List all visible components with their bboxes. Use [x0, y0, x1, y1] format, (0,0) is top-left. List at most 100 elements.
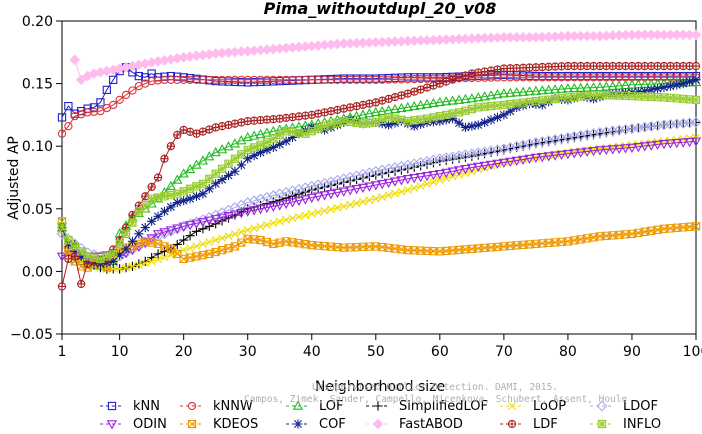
data-point	[204, 184, 214, 194]
data-point	[340, 105, 348, 113]
data-point	[256, 140, 265, 150]
data-point	[397, 91, 406, 99]
legend-label: LDF	[533, 417, 558, 432]
data-point	[326, 106, 336, 116]
data-point	[453, 94, 465, 104]
data-point	[160, 253, 169, 262]
data-point	[339, 104, 348, 113]
data-point	[370, 165, 382, 177]
data-point	[454, 118, 464, 128]
data-point	[308, 111, 316, 119]
x-tick-label: 50	[367, 344, 385, 360]
data-point	[351, 174, 362, 185]
data-point	[576, 73, 585, 82]
data-point	[345, 186, 356, 196]
data-point	[333, 203, 342, 212]
data-point	[205, 174, 214, 183]
data-point	[370, 181, 381, 191]
data-point	[507, 419, 517, 429]
data-point	[442, 174, 451, 183]
y-tick-label: 0.20	[22, 14, 53, 30]
data-point	[570, 73, 579, 82]
data-point	[121, 229, 131, 238]
data-point	[435, 176, 444, 184]
data-point	[269, 75, 278, 84]
legend-label: ODIN	[133, 417, 167, 432]
data-point	[230, 75, 240, 84]
data-point	[262, 145, 272, 155]
data-point	[402, 159, 414, 171]
data-point	[378, 193, 387, 202]
series-odin	[56, 137, 702, 262]
data-point	[338, 187, 349, 197]
data-point	[640, 86, 650, 96]
data-point	[248, 130, 260, 140]
data-point	[422, 74, 432, 83]
data-point	[122, 263, 131, 272]
x-tick-label: 100	[683, 344, 702, 360]
data-point	[326, 180, 336, 191]
data-point	[109, 100, 118, 110]
data-point	[331, 174, 343, 186]
data-point	[320, 108, 329, 116]
data-point	[607, 145, 618, 155]
data-point	[153, 211, 163, 221]
x-axis-label: Neighborhood size	[315, 379, 445, 395]
data-point	[505, 106, 515, 116]
data-point	[466, 93, 477, 103]
data-point	[351, 170, 362, 182]
data-point	[166, 190, 176, 200]
data-point	[517, 139, 529, 151]
data-point	[531, 96, 541, 106]
data-point	[280, 186, 292, 198]
data-point	[230, 166, 240, 176]
data-point	[544, 95, 553, 104]
data-point	[434, 96, 445, 107]
data-point	[691, 222, 701, 231]
legend-item-kdeos: KDEOS	[180, 417, 258, 432]
data-point	[397, 75, 406, 84]
data-point	[269, 219, 278, 228]
data-point	[147, 194, 156, 203]
data-point	[372, 418, 384, 430]
data-point	[147, 182, 156, 192]
data-point	[71, 252, 79, 260]
data-point	[255, 128, 266, 139]
data-point	[148, 183, 156, 191]
data-point	[549, 84, 561, 94]
data-point	[314, 208, 323, 217]
series-inflo	[57, 90, 701, 264]
data-point	[371, 170, 381, 180]
data-point	[114, 249, 125, 259]
data-point	[261, 203, 273, 214]
data-point	[346, 75, 355, 84]
data-point	[242, 197, 254, 208]
data-point	[294, 212, 303, 221]
data-point	[184, 163, 196, 174]
data-point	[287, 185, 298, 197]
data-point	[460, 122, 471, 133]
data-point	[267, 190, 279, 201]
data-point	[133, 207, 144, 217]
data-point	[614, 144, 625, 154]
data-point	[107, 401, 117, 411]
data-point	[429, 178, 438, 186]
data-point	[665, 81, 675, 91]
data-point	[237, 150, 246, 159]
data-point	[115, 239, 124, 249]
data-point	[486, 101, 496, 111]
data-point	[314, 124, 323, 133]
data-point	[421, 155, 433, 167]
data-point	[499, 110, 509, 120]
data-point	[557, 73, 566, 82]
data-point	[192, 242, 201, 251]
data-point	[212, 123, 220, 132]
data-point	[230, 230, 239, 239]
data-point	[262, 220, 271, 229]
data-point	[508, 402, 516, 410]
chart-title: Pima_withoutdupl_20_v08	[264, 0, 497, 18]
legend-label: COF	[319, 417, 346, 432]
data-point	[83, 108, 92, 117]
data-point	[415, 172, 426, 183]
data-point	[410, 116, 419, 125]
